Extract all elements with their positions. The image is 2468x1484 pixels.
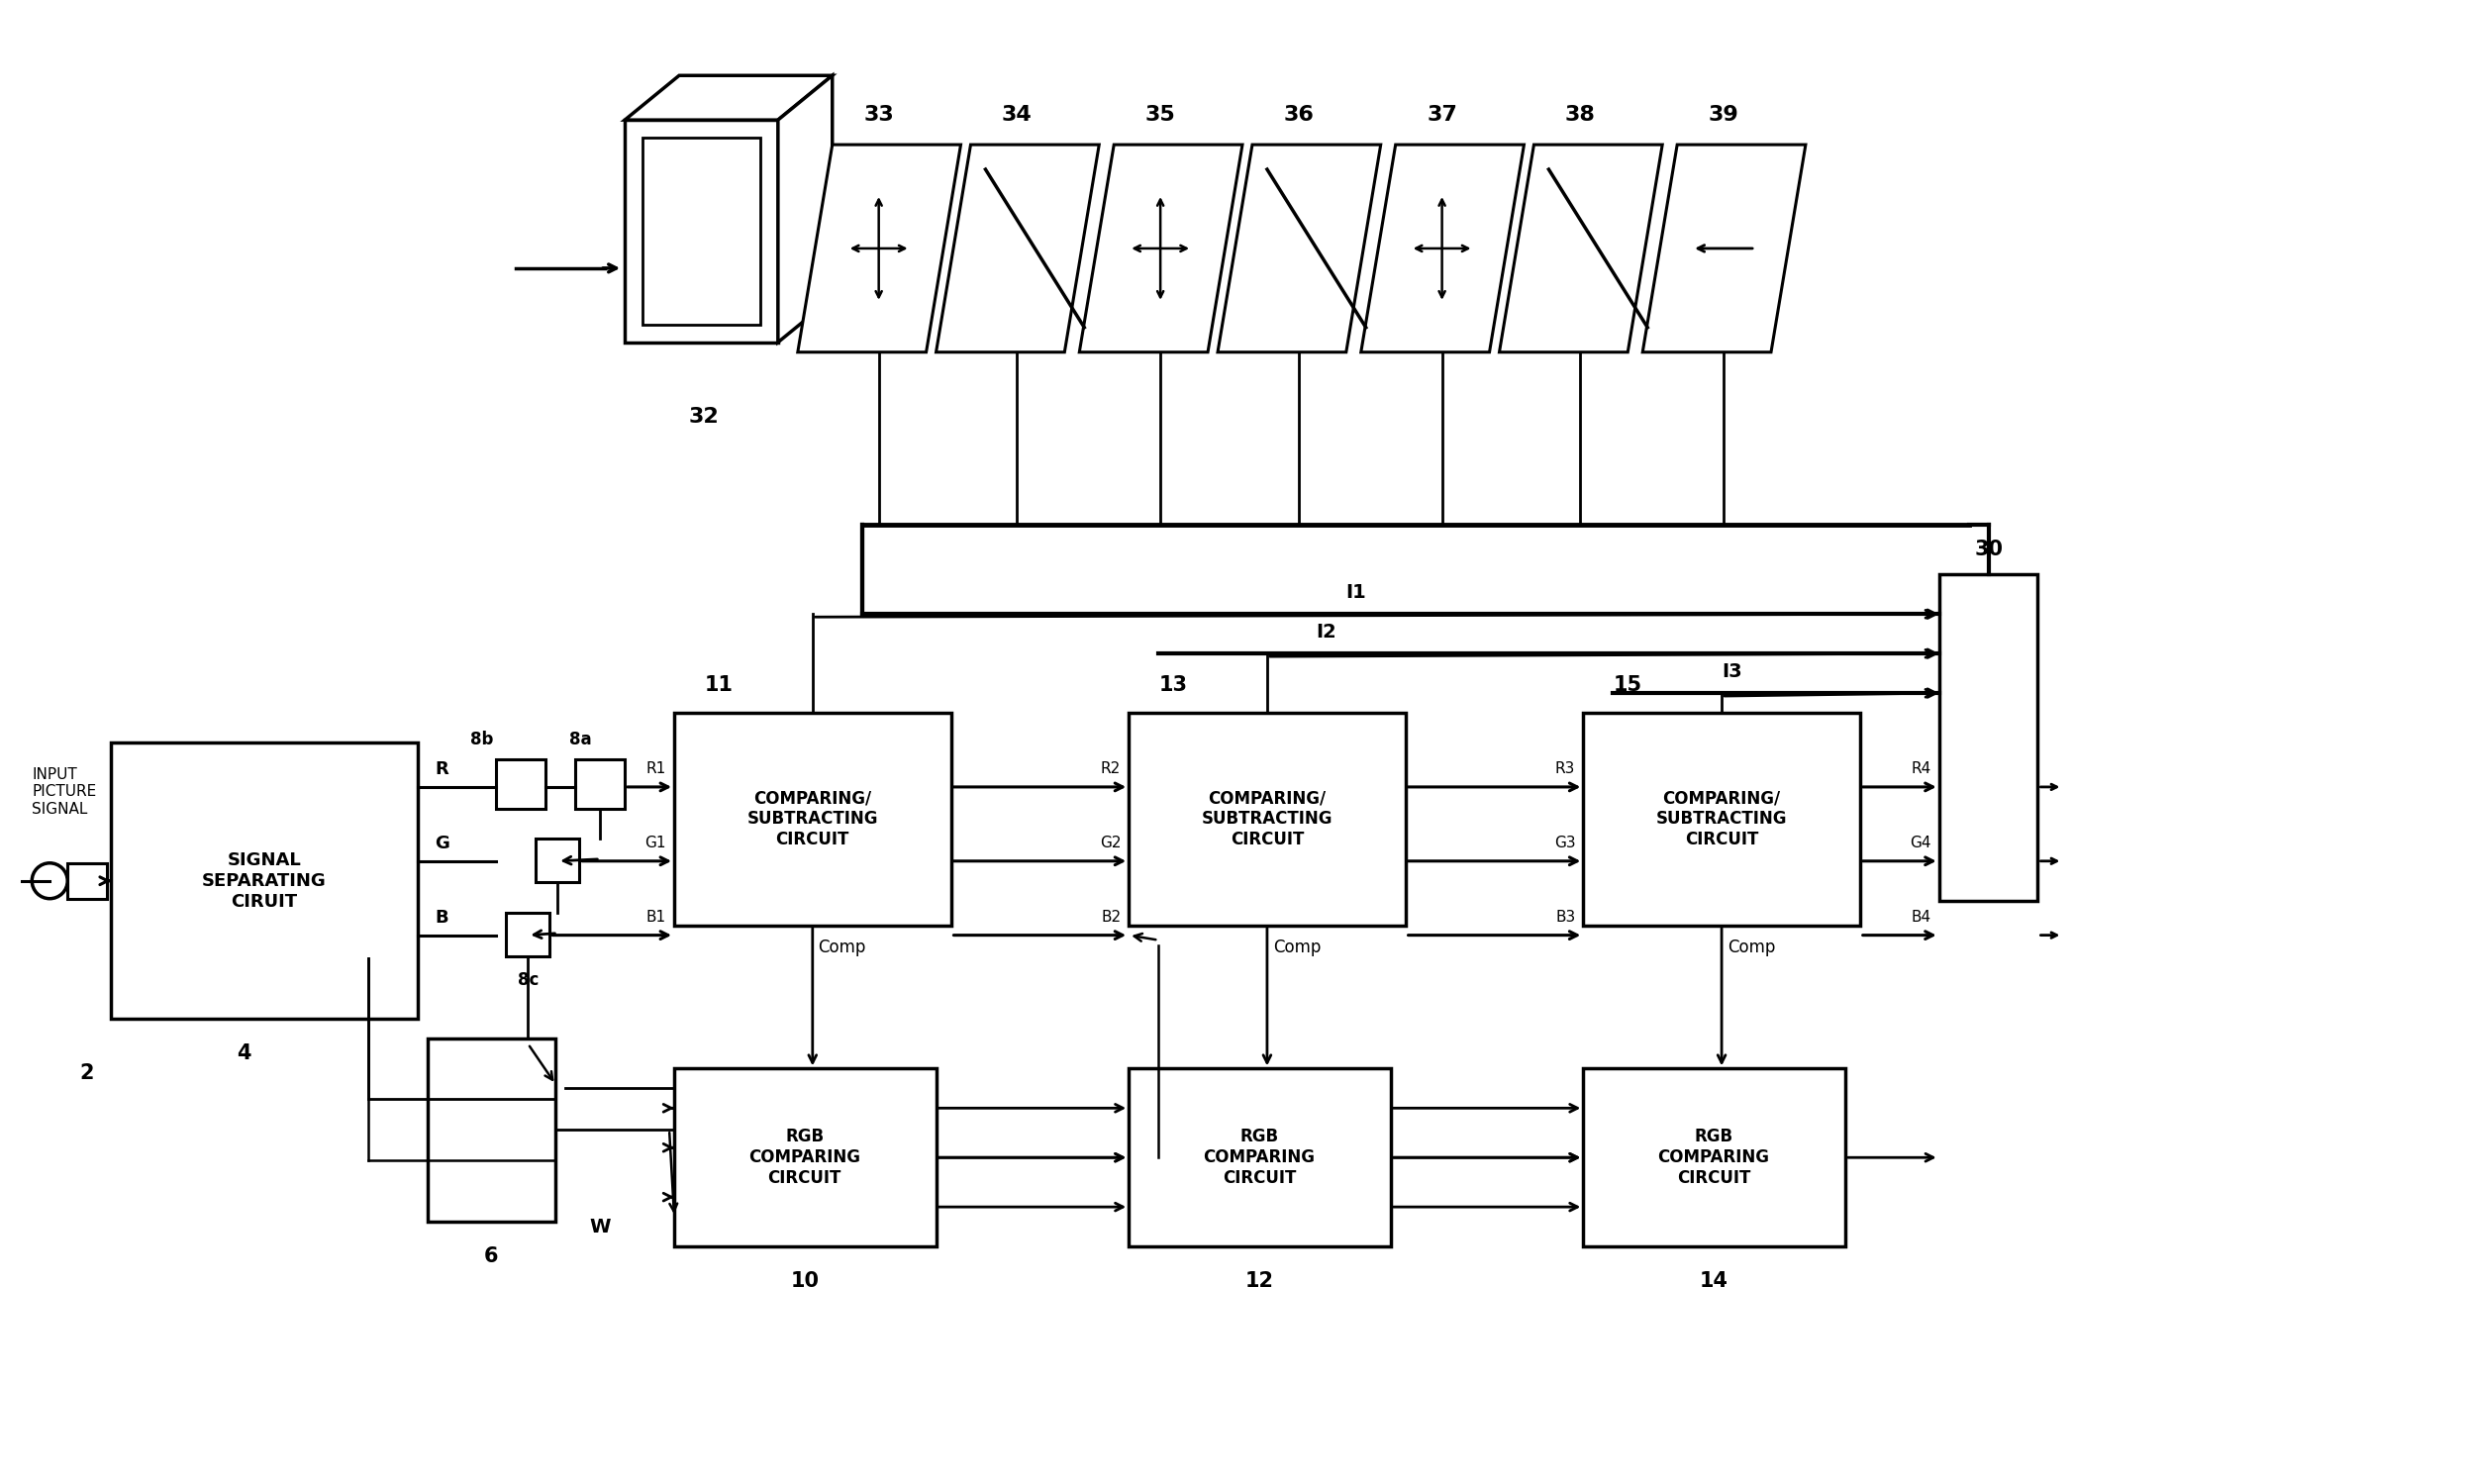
Text: 14: 14 xyxy=(1700,1272,1728,1291)
Text: B1: B1 xyxy=(647,910,666,925)
Text: 34: 34 xyxy=(1002,105,1032,125)
Text: RGB
COMPARING
CIRCUIT: RGB COMPARING CIRCUIT xyxy=(1204,1128,1315,1187)
Text: 39: 39 xyxy=(1708,105,1740,125)
Text: B: B xyxy=(434,908,449,926)
Text: 4: 4 xyxy=(237,1043,252,1064)
Bar xyxy=(427,1039,555,1221)
Text: R: R xyxy=(434,760,449,778)
Text: R3: R3 xyxy=(1555,761,1575,776)
Text: G: G xyxy=(434,834,449,852)
Text: COMPARING/
SUBTRACTING
CIRCUIT: COMPARING/ SUBTRACTING CIRCUIT xyxy=(1656,789,1787,847)
Polygon shape xyxy=(1644,144,1807,352)
Polygon shape xyxy=(777,76,832,343)
Text: R4: R4 xyxy=(1910,761,1930,776)
Bar xyxy=(536,838,580,881)
Text: Comp: Comp xyxy=(1728,938,1774,956)
Bar xyxy=(67,864,106,899)
Text: Comp: Comp xyxy=(1273,938,1320,956)
Text: G3: G3 xyxy=(1555,835,1575,850)
Circle shape xyxy=(32,864,67,899)
Text: W: W xyxy=(590,1217,610,1236)
Bar xyxy=(674,1068,935,1247)
Bar xyxy=(1584,712,1861,926)
Text: 15: 15 xyxy=(1614,675,1641,695)
Text: 38: 38 xyxy=(1565,105,1597,125)
Bar xyxy=(1128,712,1404,926)
Text: 30: 30 xyxy=(1974,540,2004,559)
Polygon shape xyxy=(1079,144,1241,352)
Polygon shape xyxy=(624,76,832,120)
Text: 37: 37 xyxy=(1427,105,1456,125)
Text: 33: 33 xyxy=(864,105,893,125)
Text: B4: B4 xyxy=(1910,910,1930,925)
Text: COMPARING/
SUBTRACTING
CIRCUIT: COMPARING/ SUBTRACTING CIRCUIT xyxy=(1202,789,1333,847)
Text: Comp: Comp xyxy=(819,938,866,956)
Bar xyxy=(111,742,417,1020)
Text: G4: G4 xyxy=(1910,835,1930,850)
Bar xyxy=(1940,574,2039,901)
Bar xyxy=(1128,1068,1389,1247)
Text: 36: 36 xyxy=(1283,105,1313,125)
Text: 35: 35 xyxy=(1145,105,1175,125)
Text: 6: 6 xyxy=(484,1247,499,1266)
Polygon shape xyxy=(1501,144,1663,352)
Text: 8c: 8c xyxy=(518,971,538,988)
Polygon shape xyxy=(1360,144,1525,352)
Text: SIGNAL
SEPARATING
CIRUIT: SIGNAL SEPARATING CIRUIT xyxy=(202,852,326,910)
Text: INPUT
PICTURE
SIGNAL: INPUT PICTURE SIGNAL xyxy=(32,767,96,816)
Text: B2: B2 xyxy=(1101,910,1120,925)
Text: G2: G2 xyxy=(1101,835,1120,850)
Bar xyxy=(1584,1068,1846,1247)
Text: 8a: 8a xyxy=(570,730,592,748)
Text: 10: 10 xyxy=(790,1272,819,1291)
Polygon shape xyxy=(935,144,1098,352)
Text: B3: B3 xyxy=(1555,910,1575,925)
Text: G1: G1 xyxy=(644,835,666,850)
Text: 8b: 8b xyxy=(469,730,494,748)
Text: I3: I3 xyxy=(1720,662,1742,681)
Text: I1: I1 xyxy=(1345,583,1367,601)
Bar xyxy=(642,138,760,325)
Text: 13: 13 xyxy=(1160,675,1187,695)
Text: 11: 11 xyxy=(703,675,733,695)
Polygon shape xyxy=(1217,144,1380,352)
Text: 32: 32 xyxy=(689,407,718,426)
Bar xyxy=(506,913,550,956)
Text: R1: R1 xyxy=(647,761,666,776)
Text: COMPARING/
SUBTRACTING
CIRCUIT: COMPARING/ SUBTRACTING CIRCUIT xyxy=(748,789,879,847)
Text: R2: R2 xyxy=(1101,761,1120,776)
Polygon shape xyxy=(797,144,960,352)
Text: RGB
COMPARING
CIRCUIT: RGB COMPARING CIRCUIT xyxy=(1658,1128,1770,1187)
Text: 12: 12 xyxy=(1244,1272,1273,1291)
Bar xyxy=(674,712,950,926)
Text: 2: 2 xyxy=(79,1064,94,1083)
Bar xyxy=(496,760,545,809)
Bar xyxy=(575,760,624,809)
Text: I2: I2 xyxy=(1315,622,1338,641)
Bar xyxy=(624,120,777,343)
Text: RGB
COMPARING
CIRCUIT: RGB COMPARING CIRCUIT xyxy=(748,1128,861,1187)
